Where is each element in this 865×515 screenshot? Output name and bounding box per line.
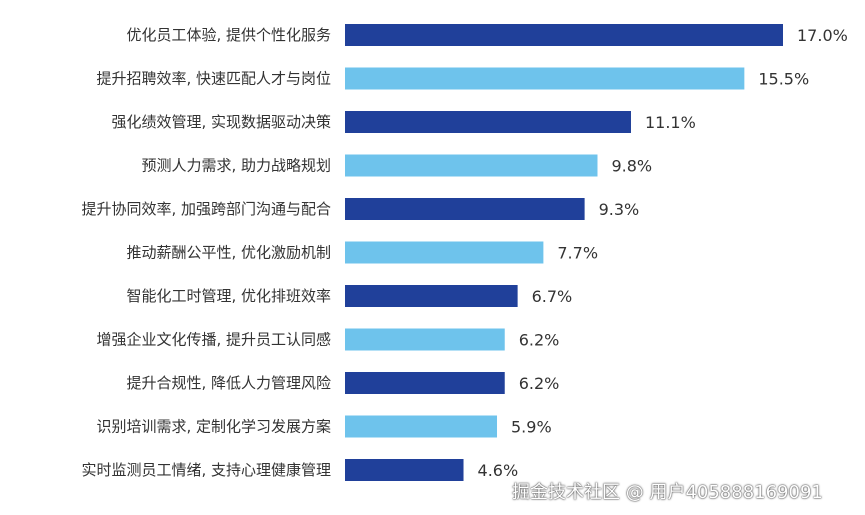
category-label: 提升合规性, 降低人力管理风险: [126, 374, 331, 392]
bar: [345, 415, 498, 438]
bar: [345, 24, 783, 46]
category-label: 提升招聘效率, 快速匹配人才与岗位: [96, 70, 331, 88]
value-label: 6.7%: [532, 287, 573, 306]
category-label: 增强企业文化传播, 提升员工认同感: [96, 331, 331, 349]
bar: [345, 67, 745, 90]
value-label: 11.1%: [645, 113, 696, 132]
category-label: 预测人力需求, 助力战略规划: [141, 157, 331, 175]
bar: [345, 241, 544, 264]
category-label: 智能化工时管理, 优化排班效率: [126, 287, 331, 305]
value-label: 4.6%: [478, 461, 519, 480]
category-label: 提升协同效率, 加强跨部门沟通与配合: [81, 200, 331, 218]
watermark: 掘金技术社区 @ 用户405888169091: [512, 482, 823, 503]
bar: [345, 328, 505, 351]
category-label: 实时监测员工情绪, 支持心理健康管理: [81, 461, 331, 479]
bar: [345, 111, 631, 133]
value-label: 17.0%: [797, 26, 848, 45]
value-label: 9.8%: [611, 157, 652, 176]
bar: [345, 372, 505, 394]
category-label: 优化员工体验, 提供个性化服务: [126, 26, 331, 44]
bar: [345, 198, 585, 220]
bar: [345, 154, 598, 177]
value-label: 9.3%: [599, 200, 640, 219]
bar: [345, 285, 518, 307]
category-label: 识别培训需求, 定制化学习发展方案: [96, 418, 331, 436]
value-label: 15.5%: [758, 70, 809, 89]
value-label: 5.9%: [511, 418, 552, 437]
value-label: 6.2%: [519, 331, 560, 350]
category-label: 强化绩效管理, 实现数据驱动决策: [111, 113, 331, 131]
value-label: 6.2%: [519, 374, 560, 393]
value-label: 7.7%: [557, 244, 598, 263]
bar: [345, 459, 464, 481]
category-label: 推动薪酬公平性, 优化激励机制: [126, 244, 331, 262]
